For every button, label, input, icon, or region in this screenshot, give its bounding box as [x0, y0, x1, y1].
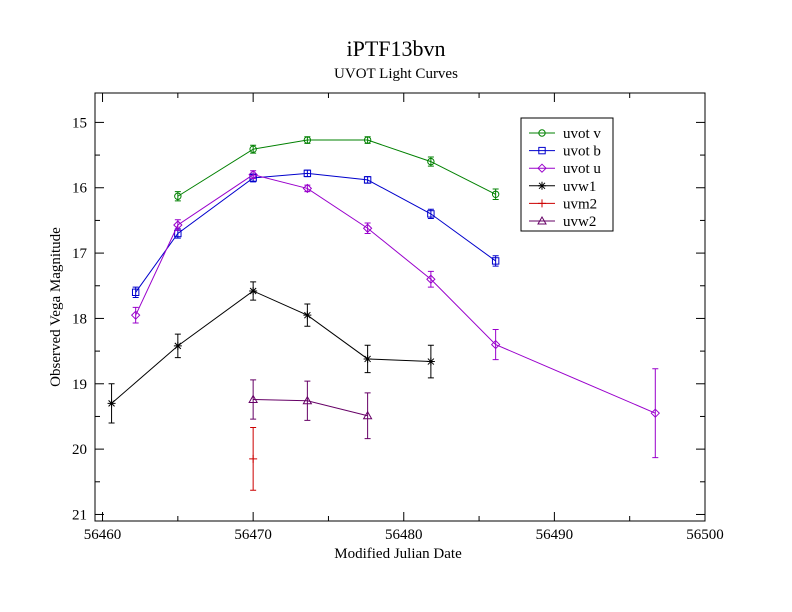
y-tick-label: 19	[72, 377, 87, 393]
y-tick-label: 15	[72, 115, 87, 131]
legend-box	[520, 117, 614, 232]
data-point-uvot-u	[130, 310, 141, 320]
y-tick-label: 21	[72, 507, 87, 523]
error-bar-uvot-u	[304, 184, 311, 193]
data-point-uvot-b	[363, 176, 372, 184]
data-point-uvot-b	[427, 210, 435, 218]
legend-label-uvw2: uvw2	[563, 214, 596, 230]
data-point-uvot-u	[173, 220, 183, 230]
data-point-uvot-u	[248, 169, 258, 180]
legend-label-uvot-u: uvot u	[563, 161, 601, 177]
data-point-uvot-v	[174, 192, 182, 200]
series-line-uvot-b	[135, 172, 496, 293]
data-point-uvw2	[362, 410, 373, 420]
error-bar-uvot-v	[250, 144, 257, 154]
legend-marker-uvot-u	[537, 163, 547, 173]
data-point-uvot-u	[426, 274, 436, 284]
data-point-uvot-u	[650, 408, 661, 418]
data-point-uvw1	[426, 357, 435, 366]
data-point-uvw1	[303, 311, 312, 320]
legend-marker-uvot-b	[538, 146, 546, 155]
error-bar-uvot-u	[652, 368, 659, 459]
data-point-uvot-v	[427, 157, 435, 166]
legend-label-uvm2: uvm2	[563, 196, 597, 212]
legend-marker-uvw1	[538, 181, 546, 190]
x-tick-label: 56470	[234, 527, 272, 543]
series-line-uvot-u	[135, 174, 656, 414]
data-point-uvot-v	[303, 136, 312, 144]
legend-label-uvw1: uvw1	[563, 179, 596, 195]
data-point-uvm2	[249, 454, 258, 463]
y-tick-label: 18	[72, 311, 87, 327]
x-axis-label: Modified Julian Date	[334, 546, 462, 562]
y-axis: 15 16 17 18 19 20 21	[72, 115, 705, 523]
data-point-uvot-v	[363, 136, 372, 144]
series-uvot-u	[130, 169, 661, 459]
x-axis: 56460 56470 56480 56490 56500	[84, 93, 724, 543]
data-point-uvot-b	[303, 169, 312, 178]
plot-frame	[94, 92, 706, 522]
data-point-uvw1	[173, 341, 182, 350]
data-point-uvot-u	[362, 223, 373, 233]
y-tick-label: 20	[72, 442, 87, 458]
legend-marker-uvw2	[537, 215, 547, 225]
error-bar-uvot-u	[132, 306, 139, 324]
data-point-uvot-v	[249, 145, 257, 153]
data-point-uvot-b	[491, 257, 500, 265]
data-point-uvw1	[107, 399, 116, 408]
error-bar-uvw2	[250, 379, 257, 420]
series-uvot-v	[174, 136, 500, 202]
series-line-uvot-v	[177, 139, 496, 197]
data-point-uvot-v	[491, 190, 500, 198]
series-uvw1	[107, 281, 435, 424]
legend-label-uvot-b: uvot b	[563, 144, 601, 160]
chart-title: iPTF13bvn	[346, 36, 445, 61]
y-tick-label: 17	[72, 246, 88, 262]
data-point-uvw1	[363, 354, 372, 363]
data-point-uvot-u	[490, 339, 501, 350]
series-layer	[107, 136, 661, 491]
chart-subtitle: UVOT Light Curves	[334, 66, 458, 82]
series-line-uvw1	[111, 290, 431, 404]
error-bar-uvw2	[364, 392, 371, 440]
data-point-uvot-u	[302, 183, 313, 194]
series-uvw2	[248, 379, 373, 440]
x-tick-label: 56480	[385, 527, 423, 543]
y-axis-label: Observed Vega Magnitude	[48, 227, 64, 387]
legend-marker-uvm2	[538, 199, 546, 208]
data-point-uvw2	[248, 394, 259, 403]
legend-label-uvot-v: uvot v	[563, 126, 601, 142]
error-bar-uvot-u	[492, 329, 499, 361]
error-bar-uvw2	[304, 380, 311, 421]
series-uvot-b	[131, 169, 500, 299]
error-bar-uvot-u	[427, 270, 434, 288]
x-tick-label: 56460	[84, 527, 122, 543]
y-tick-label: 16	[72, 181, 88, 197]
series-uvm2	[249, 427, 258, 491]
data-point-uvw2	[302, 395, 313, 405]
data-point-uvw1	[249, 286, 258, 295]
x-tick-label: 56500	[686, 527, 724, 543]
legend-marker-uvot-v	[538, 129, 546, 137]
x-tick-label: 56490	[536, 527, 574, 543]
data-point-uvot-b	[131, 288, 140, 296]
